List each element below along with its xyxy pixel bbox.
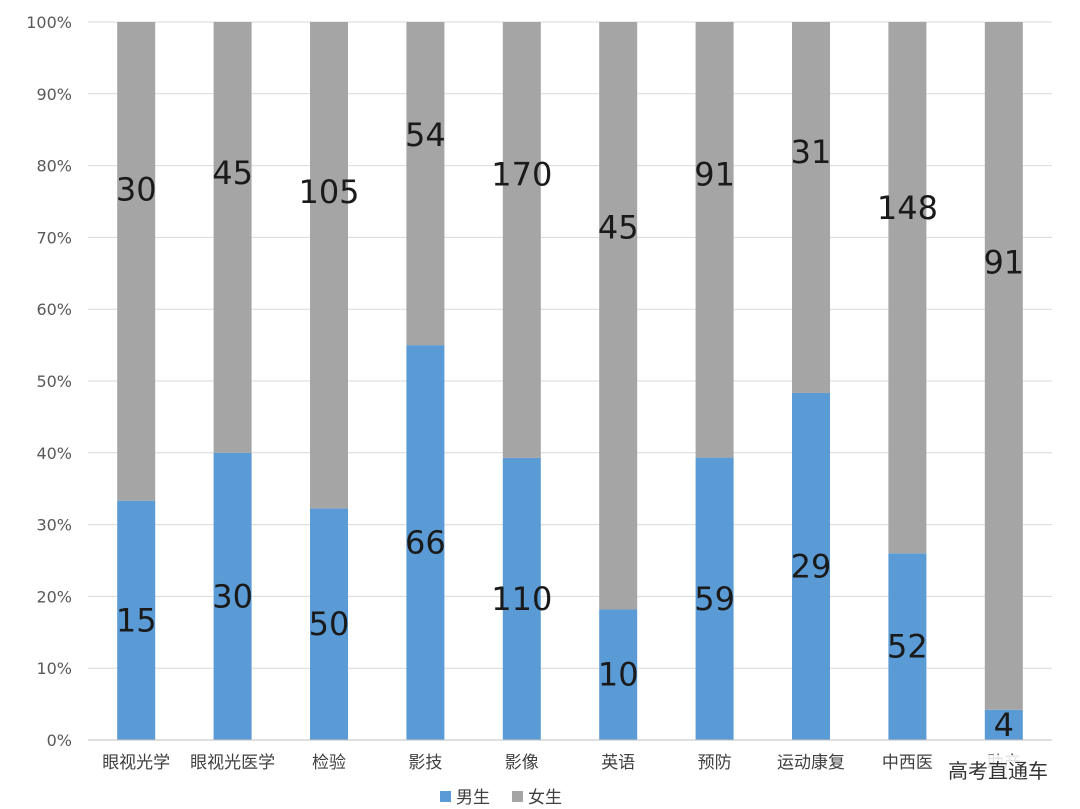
y-tick-label: 30% [36, 516, 72, 535]
y-axis: 0% 10% 20% 30% 40% 50% 60% 70% 80% 90% 100% [26, 13, 72, 750]
y-tick-label: 20% [36, 587, 72, 606]
data-label: 29 [791, 547, 832, 585]
bar-segment [213, 452, 252, 740]
bar-segment [695, 22, 734, 458]
x-tick-label: 检验 [312, 753, 346, 773]
x-tick-label: 运动康复 [777, 753, 845, 773]
bar-segment [310, 508, 348, 740]
data-label: 110 [491, 580, 552, 618]
legend-label: 女生 [528, 788, 562, 808]
bar-segment [213, 22, 252, 453]
x-tick-label: 英语 [601, 753, 635, 773]
data-label: 30 [116, 171, 157, 209]
y-tick-label: 50% [36, 372, 72, 391]
bar-segment [310, 22, 348, 509]
data-label: 66 [405, 524, 446, 562]
x-tick-label: 眼视光学 [102, 753, 170, 773]
data-label: 30 [212, 577, 253, 615]
bar-segment [888, 22, 927, 554]
data-label: 45 [212, 154, 253, 192]
x-tick-label: 中西医 [882, 753, 933, 773]
x-tick-label: 预防 [698, 753, 732, 773]
y-tick-label: 80% [36, 157, 72, 176]
data-label: 4 [994, 706, 1014, 744]
y-tick-label: 90% [36, 85, 72, 104]
y-tick-label: 40% [36, 444, 72, 463]
bar-segment [984, 709, 1023, 740]
bar-segment [599, 609, 638, 740]
x-tick-label: 影技 [408, 753, 442, 773]
data-label: 148 [877, 189, 938, 227]
data-label: 91 [983, 244, 1024, 282]
legend-swatch [512, 791, 523, 802]
data-label: 170 [491, 156, 552, 194]
bar-segment [117, 500, 156, 740]
x-tick-label: 眼视光医学 [190, 753, 275, 773]
bar-segment [792, 22, 830, 393]
bar-segment [406, 22, 445, 346]
bar-segment [888, 553, 927, 740]
bar-segment [695, 457, 734, 740]
bar-segment [117, 22, 156, 501]
legend-label: 男生 [456, 788, 490, 808]
bar-segment [502, 457, 541, 740]
legend: 男生 女生 [440, 788, 562, 808]
data-labels: 15 30 30 45 50 105 66 54 110 170 10 45 59 91 29 31 52 148… [116, 116, 1024, 744]
data-label: 31 [791, 133, 832, 171]
y-tick-label: 0% [47, 731, 72, 750]
bar-segment [792, 392, 830, 740]
y-tick-label: 60% [36, 300, 72, 319]
data-label: 59 [694, 580, 735, 618]
data-label: 10 [598, 656, 639, 694]
bar-segment [984, 22, 1023, 710]
x-axis: 眼视光学眼视光医学检验影技影像英语预防运动康复中西医助产 [88, 739, 1052, 773]
y-tick-label: 10% [36, 659, 72, 678]
data-label: 54 [405, 116, 446, 154]
legend-swatch [440, 791, 451, 802]
data-label: 15 [116, 601, 157, 639]
data-label: 105 [298, 173, 359, 211]
y-tick-label: 70% [36, 228, 72, 247]
data-label: 91 [694, 155, 735, 193]
y-tick-label: 100% [26, 13, 72, 32]
data-label: 52 [887, 628, 928, 666]
bar-segment [406, 345, 445, 740]
bar-segment [599, 22, 638, 610]
data-label: 50 [309, 605, 350, 643]
bars [117, 22, 1023, 740]
data-label: 45 [598, 209, 639, 247]
bar-segment [502, 22, 541, 458]
watermark-text: 高考直通车 [944, 755, 1052, 784]
x-tick-label: 影像 [505, 753, 539, 773]
